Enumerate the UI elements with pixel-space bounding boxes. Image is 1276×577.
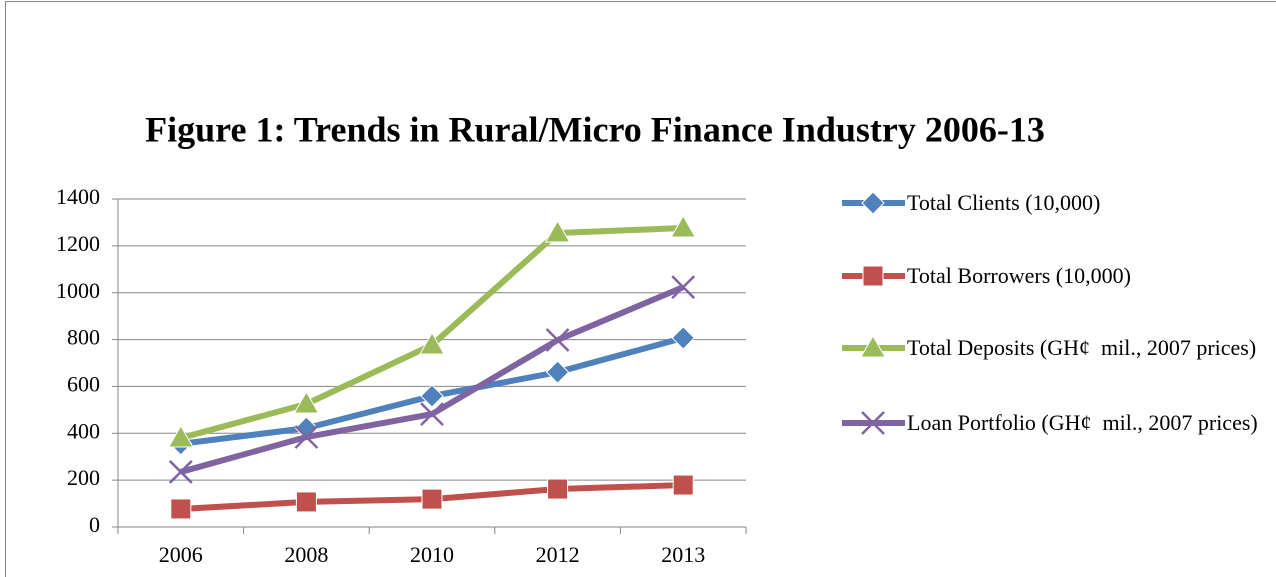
chart-frame [5,1,1276,577]
y-tick-label: 600 [67,371,100,396]
marker [293,390,320,414]
marker [544,219,571,243]
legend-marker [861,411,885,435]
y-tick-label: 200 [67,465,100,490]
marker [420,402,444,426]
series-line [179,284,685,475]
marker [294,425,319,449]
y-tick-label: 0 [89,512,100,537]
legend-marker [860,334,886,358]
marker [168,460,193,484]
x-tick-label: 2008 [284,542,328,567]
marker [420,384,444,408]
marker [167,424,194,448]
marker [672,474,694,496]
legend-marker [861,191,885,215]
chart-title: Figure 1: Trends in Rural/Micro Finance … [145,109,1045,149]
marker [670,215,697,238]
marker [545,360,570,384]
legend-label: Total Deposits (GH¢ mil., 2007 prices) [907,335,1257,360]
y-tick-label: 1200 [56,231,100,256]
marker [547,478,569,500]
legend-label: Total Borrowers (10,000) [907,263,1131,288]
legend-label: Loan Portfolio (GH¢ mil., 2007 prices) [907,410,1258,435]
legend-marker [862,265,884,287]
marker [671,326,695,350]
marker [671,275,696,299]
marker [170,498,192,520]
marker [419,331,445,355]
marker [295,491,317,513]
x-tick-label: 2010 [410,542,454,567]
legend-label: Total Clients (10,000) [907,190,1101,215]
x-tick-label: 2006 [159,542,203,567]
marker [421,488,443,510]
y-tick-label: 1000 [56,278,100,303]
x-tick-label: 2013 [661,542,705,567]
y-tick-label: 400 [67,418,100,443]
marker [545,328,570,352]
y-tick-label: 1400 [56,184,100,209]
x-tick-label: 2012 [536,542,580,567]
y-tick-label: 800 [67,325,100,350]
